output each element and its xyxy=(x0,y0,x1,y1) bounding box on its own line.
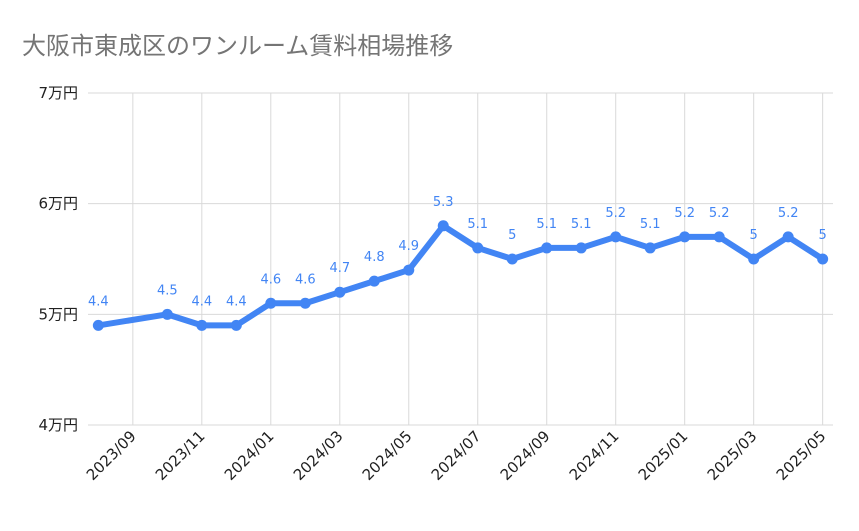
data-label: 4.4 xyxy=(226,294,247,309)
data-label: 4.9 xyxy=(398,239,419,254)
data-point xyxy=(679,231,691,243)
x-tick-label: 2024/09 xyxy=(497,427,554,484)
data-point xyxy=(782,231,794,243)
data-label: 5 xyxy=(508,228,516,243)
data-label: 4.6 xyxy=(295,272,316,287)
data-label: 5.1 xyxy=(536,217,557,232)
x-tick-label: 2023/11 xyxy=(152,427,209,484)
x-tick-label: 2024/05 xyxy=(359,427,416,484)
x-tick-label: 2025/03 xyxy=(704,427,761,484)
data-label: 5.1 xyxy=(467,217,488,232)
data-point xyxy=(265,297,277,309)
x-tick-label: 2024/03 xyxy=(290,427,347,484)
x-tick-label: 2023/09 xyxy=(83,427,140,484)
series-line xyxy=(95,222,826,329)
data-point xyxy=(575,242,587,254)
x-tick-label: 2025/01 xyxy=(635,427,692,484)
y-tick-label: 5万円 xyxy=(38,305,78,323)
data-point xyxy=(230,319,242,331)
x-tick-label: 2025/05 xyxy=(773,427,830,484)
data-point xyxy=(368,275,380,287)
data-label: 5.1 xyxy=(571,217,592,232)
data-point xyxy=(437,220,449,232)
data-label: 5.1 xyxy=(640,217,661,232)
y-tick-label: 6万円 xyxy=(38,195,78,213)
data-label: 5.2 xyxy=(709,206,730,221)
data-point xyxy=(644,242,656,254)
data-label: 4.7 xyxy=(329,261,350,276)
data-label: 4.4 xyxy=(88,294,109,309)
x-tick-label: 2024/01 xyxy=(221,427,278,484)
data-label: 5.2 xyxy=(778,206,799,221)
data-label: 4.4 xyxy=(191,294,212,309)
data-label: 4.6 xyxy=(260,272,281,287)
data-point xyxy=(506,253,518,265)
data-point xyxy=(92,319,104,331)
data-label: 5.2 xyxy=(674,206,695,221)
data-point xyxy=(748,253,760,265)
data-point xyxy=(817,253,829,265)
data-point xyxy=(196,319,208,331)
x-tick-label: 2024/11 xyxy=(566,427,623,484)
data-point xyxy=(541,242,553,254)
data-point xyxy=(403,264,415,276)
data-label: 4.5 xyxy=(157,283,178,298)
y-tick-label: 4万円 xyxy=(38,416,78,434)
data-point xyxy=(334,286,346,298)
data-point xyxy=(610,231,622,243)
y-tick-label: 7万円 xyxy=(38,84,78,102)
data-point xyxy=(299,297,311,309)
data-point xyxy=(713,231,725,243)
data-point xyxy=(161,308,173,320)
data-label: 4.8 xyxy=(364,250,385,265)
x-tick-label: 2024/07 xyxy=(428,427,485,484)
data-label: 5 xyxy=(819,228,827,243)
data-label: 5.2 xyxy=(605,206,626,221)
data-label: 5.3 xyxy=(433,195,454,210)
data-point xyxy=(472,242,484,254)
data-label: 5 xyxy=(750,228,758,243)
chart-title: 大阪市東成区のワンルーム賃料相場推移 xyxy=(22,32,454,60)
